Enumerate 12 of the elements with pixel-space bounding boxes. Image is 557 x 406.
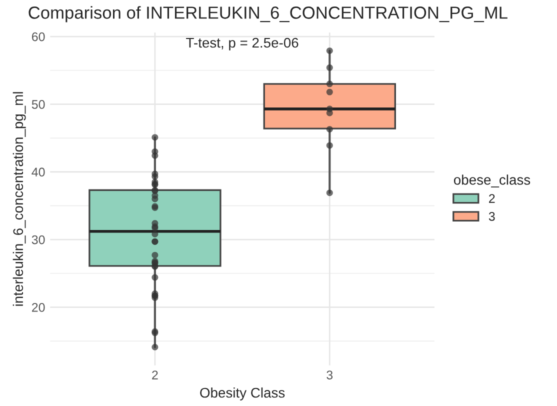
- y-axis-title: interleukin_6_concentration_pg_ml: [12, 92, 26, 306]
- chart-title: Comparison of INTERLEUKIN_6_CONCENTRATION_PG_ML: [28, 6, 508, 22]
- y-tick-label: 20: [32, 303, 45, 312]
- legend-title: obese_class: [454, 174, 530, 188]
- y-tick-label: 40: [32, 168, 45, 177]
- annotation: T-test, p = 2.5e-06: [186, 38, 298, 50]
- y-tick-label: 30: [32, 235, 45, 244]
- x-axis-title: Obesity Class: [200, 387, 285, 400]
- legend-label: 2: [489, 194, 495, 203]
- y-tick-label: 60: [32, 32, 45, 42]
- y-tick-label: 50: [32, 100, 45, 109]
- legend-label: 3: [488, 212, 495, 221]
